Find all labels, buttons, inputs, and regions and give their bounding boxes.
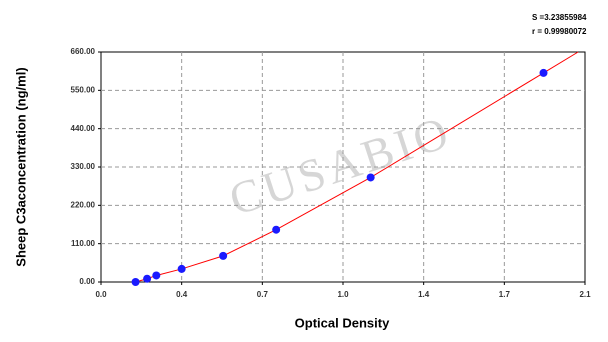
fit-line-extension bbox=[543, 51, 579, 74]
data-point bbox=[219, 251, 228, 260]
y-tick-label: 440.00 bbox=[71, 124, 96, 133]
x-tick-label: 0.0 bbox=[95, 290, 107, 299]
x-tick-label: 1.7 bbox=[499, 290, 511, 299]
x-tick-label: 1.4 bbox=[418, 290, 430, 299]
y-tick-label: 550.00 bbox=[71, 85, 96, 94]
y-tick-label: 0.00 bbox=[79, 277, 95, 286]
y-axis-label: Sheep C3aconcentration (ng/ml) bbox=[13, 67, 28, 266]
data-point bbox=[366, 173, 375, 182]
y-tick-label: 220.00 bbox=[71, 200, 96, 209]
x-tick-label: 0.7 bbox=[257, 290, 269, 299]
stat-text: r = 0.99980072 bbox=[532, 27, 587, 36]
data-point bbox=[152, 271, 161, 280]
x-tick-label: 2.1 bbox=[579, 290, 591, 299]
x-tick-label: 0.4 bbox=[176, 290, 188, 299]
data-point bbox=[177, 264, 186, 273]
x-axis-label: Optical Density bbox=[295, 315, 390, 330]
x-tick-label: 1.0 bbox=[337, 290, 349, 299]
y-tick-label: 660.00 bbox=[71, 47, 96, 56]
data-point bbox=[272, 225, 281, 234]
stat-text: S =3.23855984 bbox=[532, 13, 587, 22]
data-point bbox=[539, 68, 548, 77]
data-point bbox=[131, 278, 140, 286]
y-tick-label: 330.00 bbox=[71, 162, 96, 171]
data-point bbox=[143, 274, 152, 283]
y-tick-label: 110.00 bbox=[71, 239, 96, 248]
